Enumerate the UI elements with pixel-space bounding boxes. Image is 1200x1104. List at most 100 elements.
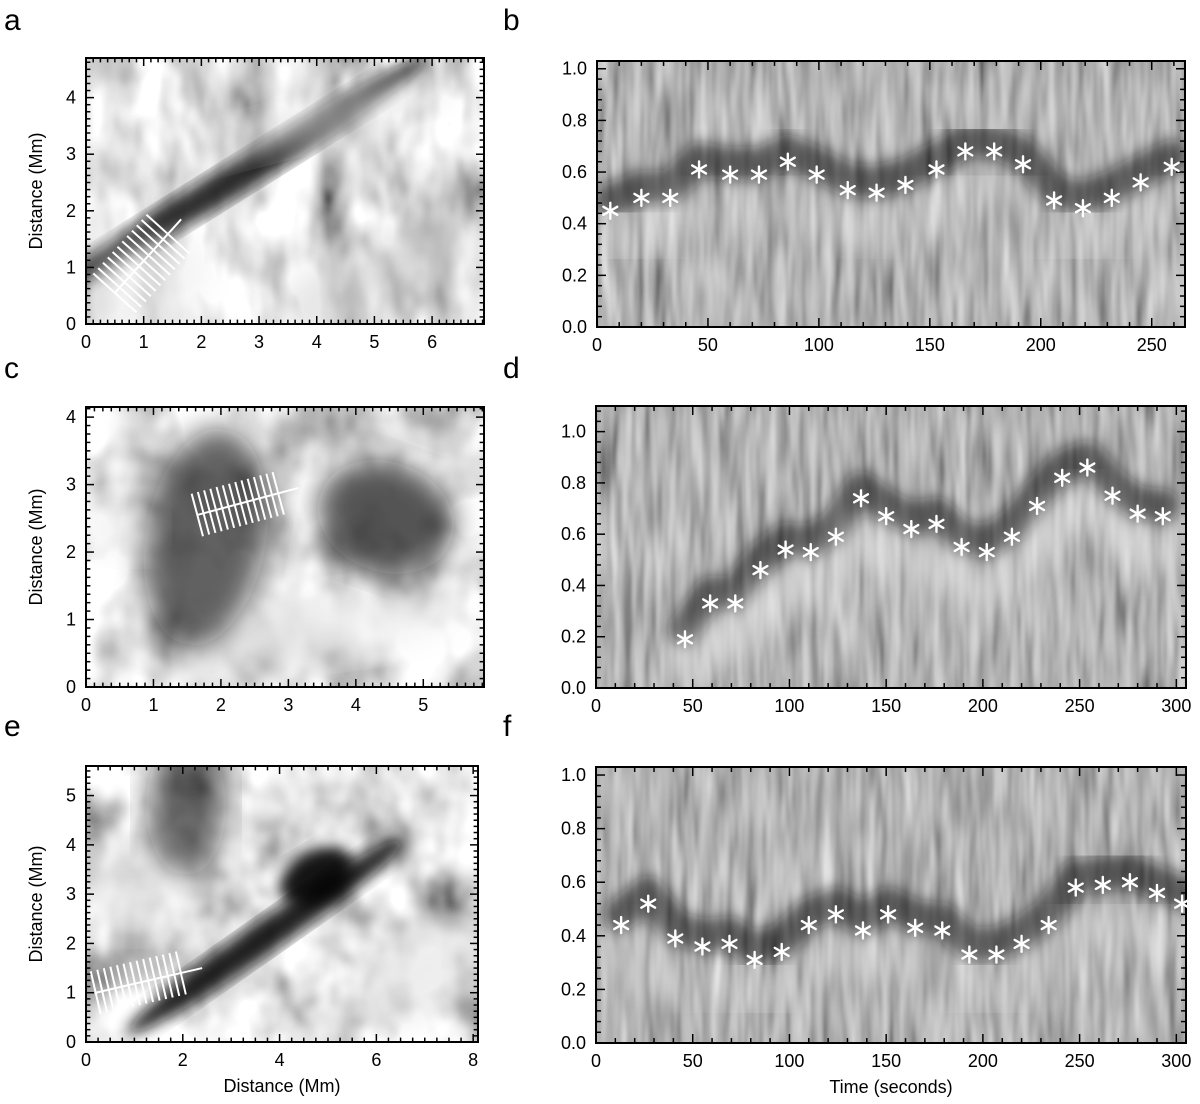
y-axis-label-e: Distance (Mm) [26, 845, 46, 962]
data-point-b [722, 165, 739, 184]
x-axis-label-e: Distance (Mm) [223, 1076, 340, 1096]
data-point-f [1174, 894, 1191, 913]
y-tick-label-e: 0 [66, 1032, 76, 1052]
x-tick-label-c: 3 [283, 695, 293, 715]
data-point-d [878, 507, 895, 526]
data-point-d [1054, 468, 1071, 487]
ticks-c [85, 407, 484, 688]
y-tick-label-b: 0.8 [562, 110, 587, 130]
panel-a: a 0 1 2 3 4 5 6 0 1 2 3 4 Distance (Mm) [4, 4, 485, 352]
data-point-b [779, 152, 796, 171]
data-point-b [1045, 191, 1063, 210]
data-point-d [727, 594, 744, 613]
x-tick-label-b: 50 [698, 335, 718, 355]
y-tick-label-e: 5 [66, 786, 76, 806]
data-point-d [802, 542, 819, 562]
y-tick-label-e: 1 [66, 983, 76, 1003]
data-point-d [752, 560, 769, 580]
data-point-b [868, 183, 885, 202]
axes-frame-e [85, 765, 479, 1043]
y-tick-label-c: 4 [66, 407, 76, 427]
x-tick-label-b: 100 [804, 335, 834, 355]
data-point-f [1040, 915, 1057, 935]
x-tick-label-a: 5 [369, 332, 379, 352]
panel-letter-e: e [4, 710, 21, 743]
image-d [596, 406, 1186, 688]
y-tick-label-d: 0.0 [561, 678, 586, 698]
x-tick-label-a: 1 [139, 332, 149, 352]
axes-frame-d [595, 405, 1187, 689]
panel-letter-b: b [503, 4, 520, 37]
y-tick-label-b: 0.4 [562, 214, 587, 234]
x-tick-label-d: 0 [591, 696, 601, 716]
panel-b: b 0 50 100 150 200 250 0.0 0.2 0.4 0.6 0.8 1.0 [503, 4, 1186, 355]
y-tick-label-e: 3 [66, 884, 76, 904]
x-tick-label-e: 4 [275, 1050, 285, 1070]
panel-letter-d: d [503, 352, 520, 385]
image-e [86, 766, 478, 1042]
x-tick-label-b: 200 [1026, 335, 1056, 355]
data-point-d [1028, 496, 1046, 516]
x-tick-label-b: 0 [592, 335, 602, 355]
x-axis-label-f: Time (seconds) [829, 1077, 952, 1097]
data-point-f [961, 945, 978, 964]
data-point-b [602, 201, 619, 220]
axes-frame-b [596, 60, 1186, 328]
panel-letter-c: c [4, 352, 19, 385]
data-point-f [1121, 873, 1139, 892]
data-point-f [746, 950, 763, 970]
data-point-f [907, 918, 924, 937]
y-tick-label-b: 0.2 [562, 265, 587, 285]
y-tick-label-c: 1 [66, 610, 76, 630]
data-point-f [721, 934, 738, 954]
image-c [86, 407, 484, 687]
x-tick-label-f: 300 [1161, 1051, 1191, 1071]
x-tick-label-f: 50 [683, 1051, 703, 1071]
x-tick-label-b: 250 [1137, 335, 1167, 355]
data-point-f [854, 921, 872, 940]
y-axis-label-a: Distance (Mm) [26, 132, 46, 249]
data-point-d [1104, 486, 1121, 505]
data-point-f [613, 915, 630, 935]
y-tick-label-e: 4 [66, 835, 76, 855]
data-point-b [662, 188, 679, 208]
y-tick-label-f: 1.0 [561, 765, 586, 785]
x-tick-label-e: 8 [468, 1050, 478, 1070]
data-point-b [957, 142, 974, 161]
y-tick-label-a: 4 [66, 88, 76, 108]
ticks-b [596, 61, 1185, 328]
y-tick-label-d: 0.4 [561, 575, 586, 595]
data-point-f [934, 921, 951, 940]
data-point-d [827, 527, 844, 546]
ticks-f [595, 767, 1186, 1044]
y-tick-label-a: 2 [66, 201, 76, 221]
data-point-f [1094, 875, 1111, 895]
y-tick-label-b: 1.0 [562, 59, 587, 79]
data-point-b [839, 180, 856, 200]
data-point-f [1067, 878, 1084, 897]
x-tick-label-a: 6 [427, 332, 437, 352]
y-tick-label-c: 0 [66, 677, 76, 697]
panel-e: e 0 2 4 6 8 0 1 2 3 4 5 Distance (Mm) Distance (Mm) [4, 710, 479, 1096]
x-tick-label-d: 300 [1161, 696, 1191, 716]
x-tick-label-f: 150 [871, 1051, 901, 1071]
y-axis-label-c: Distance (Mm) [26, 488, 46, 605]
y-tick-label-c: 3 [66, 475, 76, 495]
data-point-b [928, 160, 945, 179]
x-tick-label-a: 2 [196, 332, 206, 352]
data-point-b [1074, 199, 1092, 218]
image-a [86, 58, 484, 324]
panel-d: d 0 50 100 150 200 250 300 0.0 0.2 0.4 0.6 0.8 1.0 [503, 352, 1191, 716]
y-tick-label-f: 0.8 [561, 819, 586, 839]
data-point-f [1013, 934, 1030, 954]
slit-c [190, 471, 299, 537]
ticks-d [595, 406, 1186, 689]
x-tick-label-d: 50 [683, 696, 703, 716]
panel-letter-f: f [503, 710, 512, 743]
data-point-f [694, 937, 711, 956]
data-point-f [667, 929, 684, 948]
y-tick-label-f: 0.4 [561, 926, 586, 946]
image-b [597, 61, 1185, 327]
data-point-b [1163, 157, 1180, 177]
data-point-b [808, 165, 825, 184]
